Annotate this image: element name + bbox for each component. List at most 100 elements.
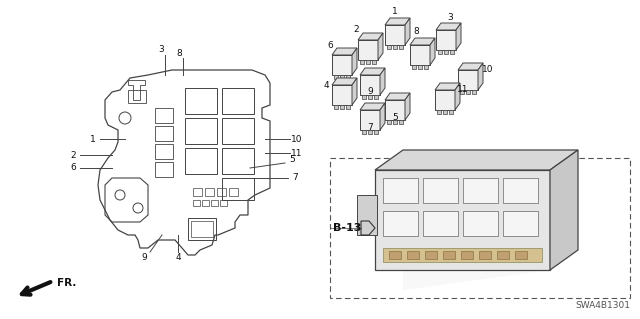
Bar [220, 200, 227, 206]
Polygon shape [385, 18, 410, 25]
Text: SWA4B1301: SWA4B1301 [575, 301, 630, 310]
Polygon shape [458, 63, 483, 70]
Bar [460, 90, 464, 94]
Bar [463, 178, 498, 203]
Bar [191, 221, 213, 237]
Bar [449, 110, 452, 114]
Polygon shape [378, 33, 383, 60]
Text: 2: 2 [70, 151, 76, 160]
Bar [372, 60, 376, 64]
Bar [185, 88, 217, 114]
Bar [385, 100, 405, 120]
Text: 9: 9 [367, 87, 373, 97]
Bar [424, 65, 428, 69]
Bar [155, 108, 173, 123]
Text: 8: 8 [413, 27, 419, 36]
Polygon shape [405, 93, 410, 120]
Bar [383, 178, 418, 203]
Bar [346, 105, 349, 109]
Text: 3: 3 [447, 12, 453, 21]
Bar [387, 120, 391, 124]
Polygon shape [410, 38, 435, 45]
Text: 3: 3 [158, 46, 164, 55]
Bar [340, 75, 344, 79]
Bar [472, 90, 476, 94]
Bar [222, 88, 254, 114]
Polygon shape [358, 33, 383, 40]
Text: 6: 6 [327, 41, 333, 49]
Bar [340, 105, 344, 109]
Bar [332, 85, 352, 105]
Polygon shape [550, 150, 578, 270]
Bar [202, 200, 209, 206]
Bar [458, 70, 478, 90]
Bar [438, 50, 442, 54]
Bar [387, 45, 391, 49]
Bar [515, 251, 527, 259]
Text: 6: 6 [70, 164, 76, 173]
Text: 1: 1 [90, 135, 96, 144]
Bar [362, 95, 366, 99]
Bar [368, 95, 372, 99]
Bar [436, 30, 456, 50]
Bar [450, 50, 454, 54]
Bar [222, 118, 254, 144]
Polygon shape [436, 23, 461, 30]
Bar [374, 95, 378, 99]
Text: 7: 7 [292, 174, 298, 182]
Bar [444, 50, 448, 54]
Bar [217, 188, 226, 196]
Polygon shape [360, 103, 385, 110]
Bar [410, 45, 430, 65]
Bar [185, 148, 217, 174]
Polygon shape [375, 150, 578, 170]
Bar [358, 40, 378, 60]
Polygon shape [430, 38, 435, 65]
Text: 5: 5 [289, 155, 295, 165]
Bar [330, 158, 630, 298]
Bar [423, 178, 458, 203]
Text: 7: 7 [367, 122, 373, 131]
Polygon shape [380, 68, 385, 95]
Polygon shape [332, 78, 357, 85]
Bar [222, 178, 254, 200]
Text: 2: 2 [353, 26, 359, 34]
Bar [360, 110, 380, 130]
Bar [155, 126, 173, 141]
Text: 4: 4 [323, 80, 329, 90]
Bar [360, 75, 380, 95]
Polygon shape [375, 170, 550, 290]
Text: 5: 5 [392, 113, 398, 122]
Bar [389, 251, 401, 259]
Bar [399, 45, 403, 49]
Bar [155, 144, 173, 159]
Bar [399, 120, 403, 124]
Bar [385, 25, 405, 45]
Bar [334, 75, 338, 79]
Bar [346, 75, 349, 79]
Polygon shape [352, 78, 357, 105]
Bar [479, 251, 491, 259]
Bar [383, 211, 418, 236]
Bar [374, 130, 378, 134]
Text: 9: 9 [141, 254, 147, 263]
Polygon shape [352, 48, 357, 75]
Bar [332, 55, 352, 75]
Bar [383, 248, 542, 262]
Bar [375, 170, 550, 270]
Bar [185, 118, 217, 144]
Polygon shape [455, 83, 460, 110]
Polygon shape [435, 83, 460, 90]
Bar [155, 162, 173, 177]
Bar [467, 90, 470, 94]
Text: 11: 11 [291, 149, 303, 158]
Text: 8: 8 [176, 48, 182, 57]
Bar [407, 251, 419, 259]
Bar [435, 90, 455, 110]
Bar [188, 218, 216, 240]
Text: FR.: FR. [57, 278, 76, 288]
Bar [497, 251, 509, 259]
Polygon shape [456, 23, 461, 50]
Bar [393, 120, 397, 124]
Bar [205, 188, 214, 196]
